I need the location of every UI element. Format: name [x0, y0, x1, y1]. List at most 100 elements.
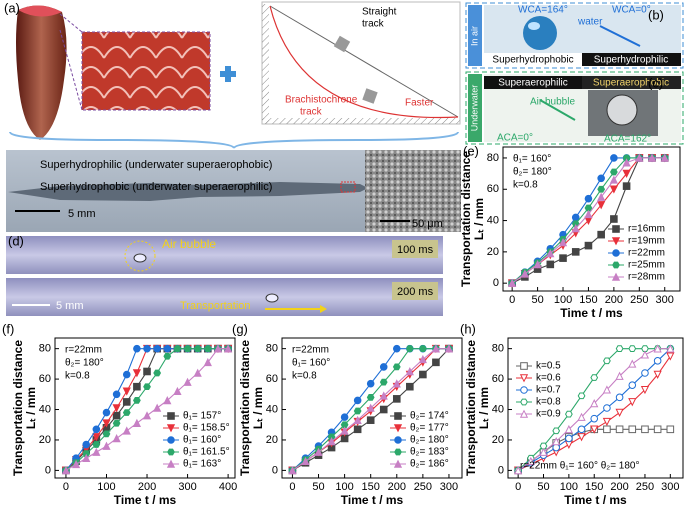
label: Underwater: [469, 85, 479, 132]
x-tick-label: 300: [440, 481, 458, 493]
label: Air bubble: [162, 237, 216, 251]
marker: [193, 345, 202, 353]
marker: [622, 158, 631, 167]
marker: [597, 230, 605, 239]
bubble: [606, 94, 638, 126]
marker: [153, 344, 161, 353]
x-tick-label: 0: [515, 481, 521, 493]
marker: [143, 383, 151, 391]
marker: [340, 426, 349, 435]
block: [333, 35, 351, 53]
marker: [82, 450, 91, 458]
x-tick-label: 50: [531, 294, 543, 306]
panel-label: (g): [232, 321, 248, 336]
label: 50 μm: [412, 218, 443, 230]
marker: [660, 153, 669, 162]
marker: [379, 378, 388, 386]
marker: [577, 433, 586, 442]
marker: [603, 404, 611, 412]
marker: [82, 440, 91, 449]
x-tick-label: 250: [630, 294, 648, 306]
x-tick-label: 300: [656, 294, 674, 306]
legend-label: θ₁= 163°: [183, 459, 221, 470]
marker: [92, 441, 101, 448]
marker: [432, 358, 440, 367]
marker: [552, 437, 561, 446]
y-tick-label: 0: [45, 464, 51, 476]
marker: [628, 381, 637, 389]
legend-marker: [167, 436, 175, 444]
marker: [615, 425, 624, 434]
y-tick-label: 80: [492, 343, 504, 355]
legend-marker: [393, 424, 403, 433]
legend-label: r=22mm: [628, 248, 665, 259]
label: Brachistochrone: [285, 95, 358, 106]
legend-marker: [519, 374, 529, 383]
chart: 0 50 100 150 200 250 300 0 20 40 60 80 Time t / ms Tr…: [459, 143, 681, 320]
legend-label: k=0.9: [536, 409, 561, 420]
x-tick-label: 150: [585, 481, 603, 493]
strip: [484, 76, 582, 89]
marker: [666, 352, 675, 361]
annotation: k=0.8: [65, 371, 90, 382]
pitcher-plant: [16, 5, 67, 141]
strip: [484, 53, 582, 66]
straight-track: [269, 5, 459, 118]
marker: [653, 425, 662, 434]
marker: [92, 433, 101, 442]
y-axis-label: Transportation distance: [464, 340, 478, 476]
marker: [327, 437, 336, 446]
legend-label: θ₁= 161.5°: [183, 447, 230, 458]
x-tick-label: 150: [362, 481, 380, 493]
marker: [615, 371, 624, 380]
plot-frame: [281, 337, 463, 479]
label: track: [300, 107, 323, 118]
panel-label: (f): [2, 321, 14, 336]
x-tick-label: 200: [138, 481, 156, 493]
marker: [610, 168, 618, 176]
time-box: [392, 282, 438, 300]
marker: [142, 411, 152, 420]
x-tick-label: 0: [289, 481, 295, 493]
highlight-circle: [124, 240, 156, 272]
marker: [366, 393, 375, 401]
plot-frame: [502, 146, 681, 292]
legend-marker: [167, 412, 175, 420]
legend-marker: [612, 225, 620, 233]
marker: [571, 223, 580, 233]
marker: [112, 404, 121, 413]
x-tick-label: 200: [605, 294, 623, 306]
label: Superaerophobic: [593, 78, 669, 89]
marker: [622, 154, 631, 162]
marker: [392, 379, 401, 388]
marker: [133, 397, 141, 404]
sample-photo: Superhydrophilic (underwater superaeroph…: [6, 150, 461, 232]
wall: [262, 4, 269, 124]
marker: [641, 425, 649, 434]
marker: [112, 419, 121, 427]
annotation: r=22mm: [292, 345, 329, 356]
side-strip: [468, 5, 482, 66]
marker: [615, 345, 624, 353]
label: Superhydrophobic (underwater superaeroph…: [40, 181, 272, 193]
highlight: [528, 22, 540, 30]
marker: [603, 425, 611, 434]
legend-label: r=28mm: [628, 272, 665, 283]
panel-label: (d): [8, 233, 24, 248]
x-axis-label: Time t / ms: [341, 493, 404, 507]
y-tick-label: 40: [492, 403, 504, 415]
y-axis-label: Lₜ / mm: [472, 198, 486, 240]
marker: [163, 352, 172, 360]
bubble: [265, 293, 279, 303]
label: water: [577, 17, 603, 28]
marker: [112, 411, 121, 420]
marker: [223, 344, 233, 353]
legend-label: r=16mm: [628, 224, 665, 235]
marker: [143, 367, 151, 376]
marker: [628, 425, 637, 434]
y-tick-label: 40: [266, 403, 278, 415]
x-axis-label: Time t / ms: [564, 493, 627, 507]
legend-marker: [612, 261, 620, 269]
y-tick-label: 20: [39, 434, 51, 446]
marker: [353, 415, 362, 424]
